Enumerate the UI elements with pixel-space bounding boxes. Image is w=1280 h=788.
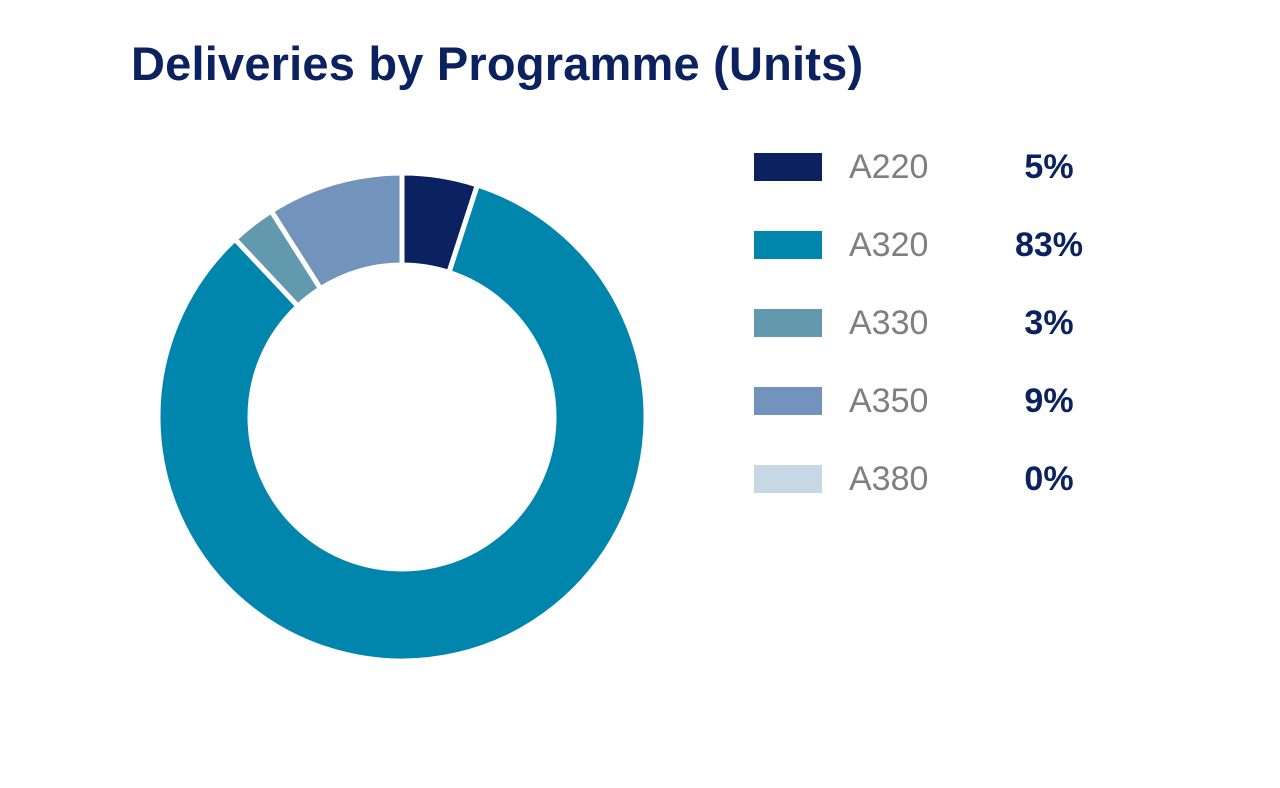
legend-label: A220: [849, 148, 929, 186]
donut-slice-a320: [155, 181, 649, 664]
chart-title: Deliveries by Programme (Units): [131, 37, 864, 90]
legend-item-a320: A320 83%: [754, 225, 1154, 265]
legend-item-a330: A330 3%: [754, 303, 1154, 343]
legend-label: A330: [849, 304, 929, 342]
legend-swatch: [754, 153, 822, 181]
legend-value: 3%: [1024, 304, 1074, 342]
legend-item-a380: A380 0%: [754, 459, 1154, 499]
legend-swatch: [754, 309, 822, 337]
legend-value: 83%: [1014, 226, 1084, 264]
donut-chart: [155, 170, 649, 664]
legend-swatch: [754, 231, 822, 259]
legend-value: 5%: [1024, 148, 1074, 186]
legend-value: 9%: [1024, 382, 1074, 420]
legend-item-a350: A350 9%: [754, 381, 1154, 421]
donut-slice-a350: [267, 170, 405, 293]
legend-item-a220: A220 5%: [754, 147, 1154, 187]
legend-label: A320: [849, 226, 929, 264]
legend-label: A350: [849, 382, 929, 420]
legend-swatch: [754, 465, 822, 493]
legend-label: A380: [849, 460, 929, 498]
legend-value: 0%: [1024, 460, 1074, 498]
legend-swatch: [754, 387, 822, 415]
